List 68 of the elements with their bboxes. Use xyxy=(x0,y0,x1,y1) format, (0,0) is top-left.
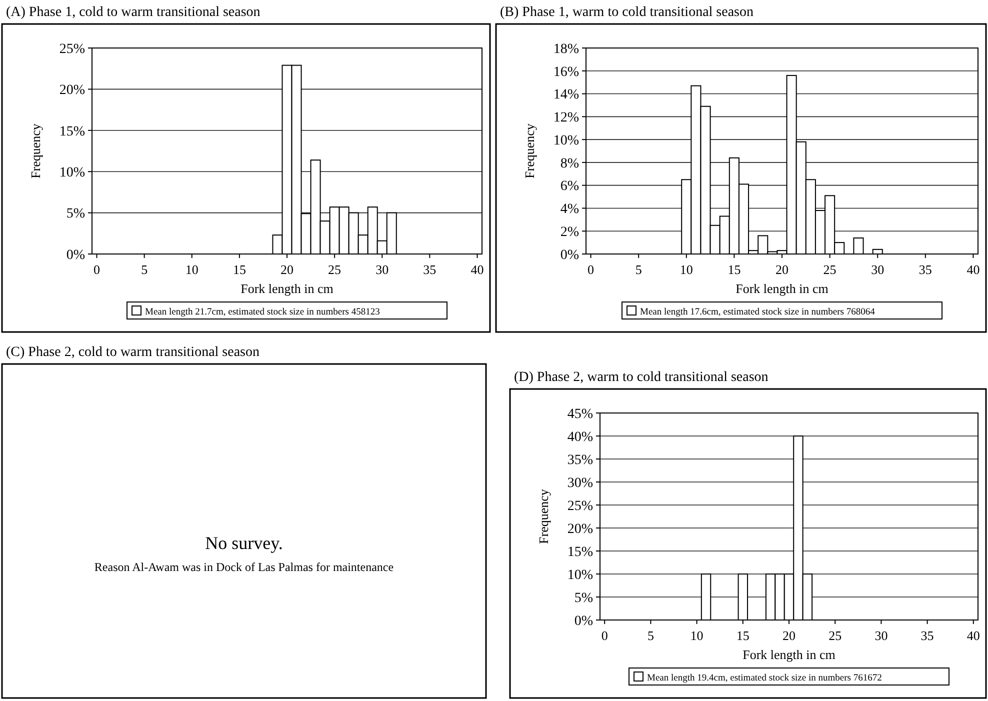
x-tick-label: 40 xyxy=(470,262,484,277)
x-tick-label: 40 xyxy=(966,628,980,643)
legend-label: Mean length 21.7cm, estimated stock size in numbers 458123 xyxy=(145,308,380,318)
x-tick-label: 30 xyxy=(376,262,389,277)
x-tick-label: 5 xyxy=(635,262,642,277)
x-tick-label: 20 xyxy=(280,262,294,277)
x-tick-label: 10 xyxy=(185,262,198,277)
y-tick-label: 12% xyxy=(553,110,580,126)
x-tick-label: 40 xyxy=(966,262,980,277)
x-tick-label: 0 xyxy=(94,262,100,277)
x-tick-label: 15 xyxy=(232,262,246,277)
x-tick-label: 15 xyxy=(736,628,750,643)
x-tick-label: 25 xyxy=(328,262,342,277)
y-tick-label: 35% xyxy=(567,452,594,468)
x-tick-label: 35 xyxy=(423,262,436,277)
x-tick-label: 25 xyxy=(823,262,836,277)
y-tick-label: 4% xyxy=(560,202,580,218)
x-tick-label: 10 xyxy=(690,628,704,643)
y-tick-label: 5% xyxy=(574,590,594,606)
chart-title: (D) Phase 2, warm to cold transitional season xyxy=(514,370,768,385)
y-tick-label: 8% xyxy=(560,156,580,172)
y-tick-label: 16% xyxy=(553,64,580,80)
y-tick-label: 10% xyxy=(59,166,86,180)
y-tick-label: 40% xyxy=(567,430,594,445)
y-axis-title: Frequency xyxy=(522,123,537,178)
text: Reason Al-Awam was in Dock of Las Palmas for maintenance xyxy=(94,560,394,574)
y-tick-label: 25% xyxy=(59,42,86,57)
y-tick-label: 30% xyxy=(567,476,594,491)
y-axis-title: Frequency xyxy=(536,488,551,544)
y-tick-label: 10% xyxy=(553,133,580,148)
legend-label: Mean length 19.4cm, estimated stock size in numbers 761672 xyxy=(647,674,882,684)
x-tick-label: 0 xyxy=(588,262,594,277)
x-tick-label: 35 xyxy=(920,628,934,643)
chart-title: (B) Phase 1, warm to cold transitional season xyxy=(500,5,754,20)
y-tick-label: 5% xyxy=(66,206,86,222)
x-tick-label: 5 xyxy=(141,262,148,277)
y-tick-label: 25% xyxy=(567,498,594,514)
y-tick-label: 0% xyxy=(574,614,594,629)
text: No survey. xyxy=(205,533,283,553)
y-tick-label: 6% xyxy=(560,179,580,194)
x-tick-label: 15 xyxy=(728,262,741,277)
x-tick-label: 30 xyxy=(874,628,888,643)
y-tick-label: 14% xyxy=(553,88,580,103)
chart-title: (A) Phase 1, cold to warm transitional season xyxy=(6,5,260,20)
y-tick-label: 10% xyxy=(567,568,594,583)
x-tick-label: 20 xyxy=(776,262,788,277)
x-tick-label: 25 xyxy=(828,628,842,643)
y-tick-label: 2% xyxy=(560,225,580,240)
x-tick-label: 5 xyxy=(647,628,654,643)
y-tick-label: 0% xyxy=(66,248,86,263)
y-tick-label: 15% xyxy=(567,544,594,560)
x-tick-label: 10 xyxy=(680,262,693,277)
x-tick-label: 30 xyxy=(871,262,884,277)
text: (C) Phase 2, cold to warm transitional season xyxy=(6,345,260,360)
legend-label: Mean length 17.6cm, estimated stock size in numbers 768064 xyxy=(640,308,876,318)
y-axis-title: Frequency xyxy=(28,123,43,178)
y-tick-label: 18% xyxy=(553,42,580,57)
x-axis-title: Fork length in cm xyxy=(742,647,836,662)
x-axis-title: Fork length in cm xyxy=(240,281,334,296)
y-tick-label: 20% xyxy=(59,83,86,98)
x-tick-label: 20 xyxy=(782,628,796,643)
x-tick-label: 35 xyxy=(918,262,932,277)
y-tick-label: 45% xyxy=(567,406,594,422)
y-tick-label: 0% xyxy=(560,248,580,263)
x-tick-label: 0 xyxy=(601,628,608,643)
x-axis-title: Fork length in cm xyxy=(736,281,828,296)
y-tick-label: 20% xyxy=(567,522,594,537)
y-tick-label: 15% xyxy=(59,124,86,140)
